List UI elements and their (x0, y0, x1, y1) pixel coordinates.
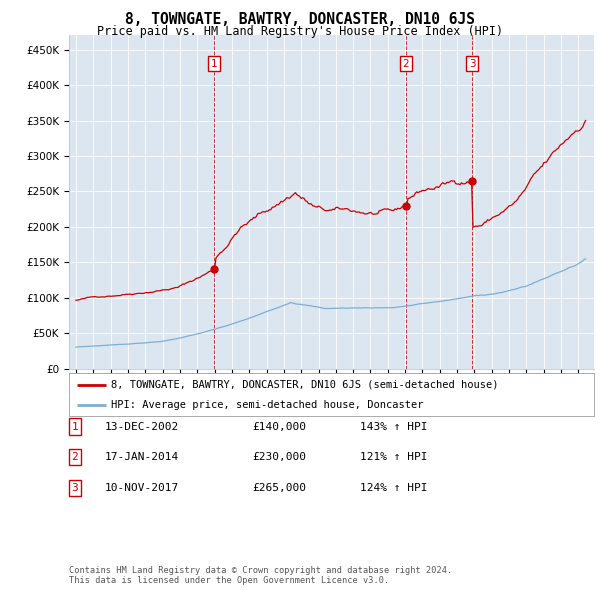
Text: £230,000: £230,000 (252, 453, 306, 462)
Text: 8, TOWNGATE, BAWTRY, DONCASTER, DN10 6JS: 8, TOWNGATE, BAWTRY, DONCASTER, DN10 6JS (125, 12, 475, 27)
Text: 143% ↑ HPI: 143% ↑ HPI (360, 422, 427, 431)
Text: Price paid vs. HM Land Registry's House Price Index (HPI): Price paid vs. HM Land Registry's House … (97, 25, 503, 38)
Text: 2: 2 (403, 59, 409, 69)
Text: 17-JAN-2014: 17-JAN-2014 (105, 453, 179, 462)
Text: 3: 3 (71, 483, 79, 493)
Text: £140,000: £140,000 (252, 422, 306, 431)
Text: HPI: Average price, semi-detached house, Doncaster: HPI: Average price, semi-detached house,… (111, 401, 424, 410)
Text: 2: 2 (71, 453, 79, 462)
Text: 1: 1 (211, 59, 217, 69)
Text: 1: 1 (71, 422, 79, 431)
Text: 8, TOWNGATE, BAWTRY, DONCASTER, DN10 6JS (semi-detached house): 8, TOWNGATE, BAWTRY, DONCASTER, DN10 6JS… (111, 380, 499, 390)
Text: £265,000: £265,000 (252, 483, 306, 493)
Text: 124% ↑ HPI: 124% ↑ HPI (360, 483, 427, 493)
Text: 121% ↑ HPI: 121% ↑ HPI (360, 453, 427, 462)
Text: Contains HM Land Registry data © Crown copyright and database right 2024.
This d: Contains HM Land Registry data © Crown c… (69, 566, 452, 585)
Text: 10-NOV-2017: 10-NOV-2017 (105, 483, 179, 493)
Text: 3: 3 (469, 59, 475, 69)
Text: 13-DEC-2002: 13-DEC-2002 (105, 422, 179, 431)
